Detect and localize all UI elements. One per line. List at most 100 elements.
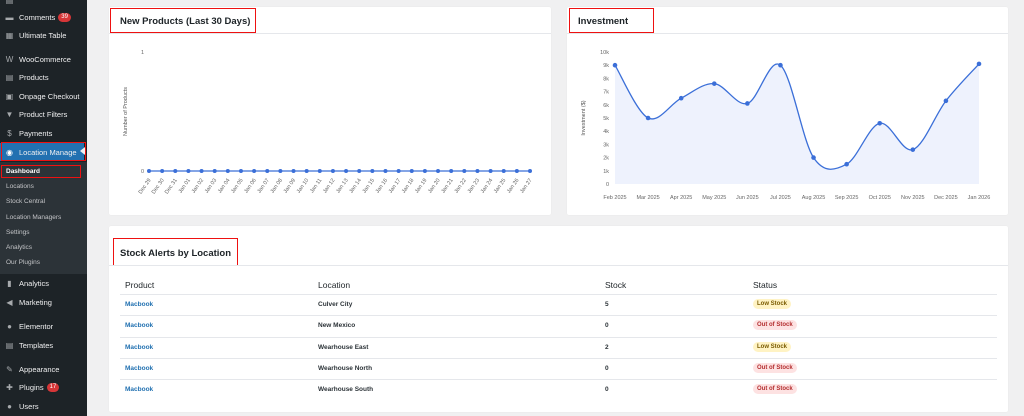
data-point [745,101,750,106]
sidebar-item-payments[interactable]: $ Payments [0,124,87,142]
sidebar-item-woocommerce[interactable]: W WooCommerce [0,50,87,68]
investment-chart: 0 1k 2k 3k 4k 5k 6k 7k 8k 9k 10k Investment ($) Feb … [581,50,990,201]
sidebar-item-label: Products [19,72,49,82]
data-point [173,169,178,173]
sidebar-item-location-manage[interactable]: ◉ Location Manage [0,143,84,161]
comment-icon: ▬ [5,12,14,22]
status-badge: Out of Stock [753,320,797,331]
sidebar-item-products[interactable]: ▤ Products [0,68,87,86]
pages-icon: ▤ [5,0,14,5]
sidebar-item-label: Comments [19,12,56,22]
col-header-stock: Stock [605,280,627,290]
sidebar-item-templates[interactable]: ▤ Templates [0,336,87,354]
sidebar-item-label: Payments [19,128,53,138]
submenu-item-locations[interactable]: Locations [6,183,34,191]
data-point [225,169,230,173]
new-products-title: New Products (Last 30 Days) [120,16,251,27]
table-icon: ▦ [5,30,14,40]
submenu-item-analytics[interactable]: Analytics [6,244,33,251]
bar-chart-icon: ▮ [7,278,12,288]
sidebar-item-partial[interactable]: ▤ [0,0,87,9]
data-point [711,81,717,86]
sidebar-item-comments[interactable]: ▬ Comments 39 [0,8,87,26]
x-tick-label: Apr 2025 [670,195,692,201]
data-point [645,115,651,121]
x-tick-label: Sep 2025 [835,195,859,201]
submenu-item-location-managers[interactable]: Location Managers [6,213,62,221]
x-tick-label: Jan 08 [270,178,284,195]
submenu-item-our-plugins[interactable]: Our Plugins [6,259,40,267]
data-point [199,169,204,173]
data-point [370,169,375,173]
table-row: Macbook Wearhouse North 0 Out of Stock [120,357,997,379]
sidebar-item-label: WooCommerce [19,54,71,64]
data-point [514,169,519,173]
sidebar-item-users[interactable]: ● Users [0,397,87,415]
product-link[interactable]: Macbook [125,364,154,372]
sidebar-item-ultimate-table[interactable]: ▦ Ultimate Table [0,26,87,44]
sidebar-item-appearance[interactable]: ✎ Appearance [0,360,87,378]
stock-cell: 0 [605,386,609,394]
location-cell: Wearhouse East [318,343,369,351]
woocommerce-icon: W [5,54,14,64]
location-icon: ◉ [6,147,13,157]
data-point [265,169,270,173]
y-tick-label: 9k [603,63,609,69]
x-tick-label: Jan 24 [480,178,494,195]
data-point [488,169,493,173]
submenu-item-dashboard[interactable]: Dashboard [6,168,40,175]
brush-icon: ✎ [6,364,13,374]
data-point [811,155,816,160]
table-row: Macbook Wearhouse East 2 Low Stock [120,336,997,358]
status-badge: Out of Stock [753,384,797,395]
product-link[interactable]: Macbook [125,343,154,351]
product-link[interactable]: Macbook [125,386,154,394]
x-tick-label: Mar 2025 [636,195,659,201]
data-point [383,169,388,173]
data-point [462,169,467,173]
sidebar-item-product-filters[interactable]: ▼ Product Filters [0,105,87,123]
plugin-icon: ✚ [6,382,13,392]
y-tick-label: 7k [603,90,609,96]
product-link[interactable]: Macbook [125,322,154,330]
sidebar-item-marketing[interactable]: ◀ Marketing [0,293,87,311]
series-area [615,63,979,184]
x-tick-label: Jan 18 [401,178,415,195]
data-point [501,169,506,173]
data-point [317,169,322,173]
data-point [528,169,532,173]
col-header-status: Status [753,280,778,290]
sidebar-item-analytics[interactable]: ▮ Analytics [0,274,87,292]
dollar-icon: $ [7,128,12,138]
sidebar-item-onpage-checkout[interactable]: ▣ Onpage Checkout [0,87,87,105]
sidebar-item-elementor[interactable]: ● Elementor [0,317,87,335]
sidebar-item-label: Appearance [19,364,60,374]
x-tick-label: Jan 05 [230,178,244,195]
data-point [186,169,191,173]
admin-sidebar: Dashboard Locations Stock Central Location … [0,0,87,416]
data-point [409,169,414,173]
submenu-item-settings[interactable]: Settings [6,228,30,236]
x-tick-label: Jan 06 [243,178,257,195]
investment-title-highlight [569,8,654,33]
x-tick-label: Jan 01 [178,178,192,195]
x-tick-label: Jan 20 [427,178,441,195]
status-badge: Out of Stock [753,362,797,373]
active-menu-highlight [1,142,86,161]
data-point [449,169,454,173]
stock-alerts-title: Stock Alerts by Location [120,248,232,259]
product-link[interactable]: Macbook [125,301,154,308]
notification-badge: 39 [58,12,71,22]
location-cell: Culver City [318,301,353,308]
megaphone-icon: ◀ [6,297,13,307]
users-icon: ● [7,401,12,411]
x-tick-label: Jun 2025 [736,195,759,201]
sidebar-item-label: Location Manage [19,147,77,157]
x-tick-label: Jan 09 [283,178,297,195]
submenu-item-stock-central[interactable]: Stock Central [6,198,46,206]
sidebar-item-plugins[interactable]: ✚ Plugins 17 [0,378,87,396]
data-point [778,62,783,68]
stock-alerts-card [109,226,1008,412]
sidebar-item-label: Analytics [19,278,50,288]
